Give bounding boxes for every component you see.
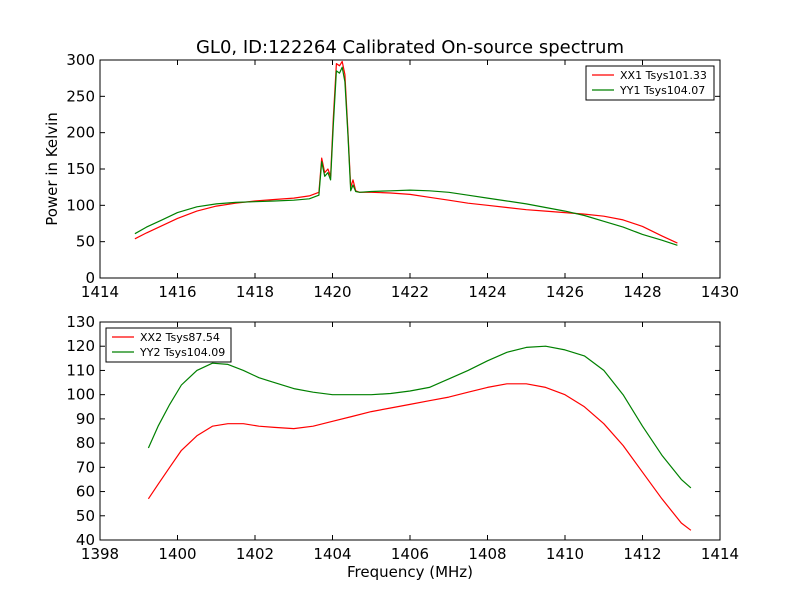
top-legend-label-2: YY1 Tsys104.07 bbox=[619, 84, 705, 97]
top-x-tick-label: 1424 bbox=[468, 283, 506, 301]
bottom-y-tick-label: 70 bbox=[76, 458, 95, 476]
bottom-x-tick-label: 1404 bbox=[313, 545, 351, 563]
top-x-tick-label: 1414 bbox=[81, 283, 119, 301]
top-plot: 1414 1416 1418 1420 1422 1424 1426 1428 1430 0 50 1… bbox=[66, 51, 739, 301]
bottom-y-tick-label: 80 bbox=[76, 434, 95, 452]
bottom-x-axis-label: Frequency (MHz) bbox=[347, 563, 473, 581]
chart-title: GL0, ID:122264 Calibrated On-source spec… bbox=[196, 37, 624, 58]
bottom-x-tick-label: 1412 bbox=[623, 545, 661, 563]
bottom-series-line-2 bbox=[147, 345, 692, 489]
bottom-series-line-1 bbox=[147, 383, 692, 531]
bottom-x-tick-label: 1414 bbox=[701, 545, 739, 563]
top-y-tick-label: 0 bbox=[85, 269, 95, 287]
bottom-x-tick-label: 1406 bbox=[391, 545, 429, 563]
bottom-x-tick-label: 1408 bbox=[468, 545, 506, 563]
bottom-legend-label-1: XX2 Tsys87.54 bbox=[140, 331, 220, 344]
bottom-y-tick-label: 110 bbox=[66, 361, 95, 379]
top-y-tick-label: 50 bbox=[76, 233, 95, 251]
top-y-tick-label: 100 bbox=[66, 196, 95, 214]
top-legend-label-1: XX1 Tsys101.33 bbox=[620, 69, 707, 82]
bottom-x-tick-label: 1410 bbox=[546, 545, 584, 563]
top-x-tick-label: 1428 bbox=[623, 283, 661, 301]
bottom-y-tick-label: 60 bbox=[76, 483, 95, 501]
bottom-legend-box bbox=[105, 327, 232, 363]
bottom-legend-label-2: YY2 Tsys104.09 bbox=[139, 346, 225, 359]
bottom-x-tick-label: 1398 bbox=[81, 545, 119, 563]
top-legend-box bbox=[585, 65, 715, 101]
bottom-legend: XX2 Tsys87.54 YY2 Tsys104.09 bbox=[105, 327, 232, 363]
top-x-tick-label: 1422 bbox=[391, 283, 429, 301]
top-x-tick-label: 1426 bbox=[546, 283, 584, 301]
bottom-y-tick-label: 90 bbox=[76, 410, 95, 428]
bottom-x-tick-label: 1400 bbox=[158, 545, 196, 563]
top-y-axis-label: Power in Kelvin bbox=[43, 112, 61, 226]
bottom-y-tick-label: 130 bbox=[66, 313, 95, 331]
bottom-y-tick-label: 100 bbox=[66, 386, 95, 404]
top-legend: XX1 Tsys101.33 YY1 Tsys104.07 bbox=[585, 65, 715, 101]
top-y-tick-label: 200 bbox=[66, 124, 95, 142]
top-y-tick-label: 150 bbox=[66, 160, 95, 178]
bottom-y-tick-label: 40 bbox=[76, 531, 95, 549]
top-y-tick-label: 250 bbox=[66, 87, 95, 105]
top-series-line-2 bbox=[134, 66, 678, 246]
top-x-tick-label: 1418 bbox=[236, 283, 274, 301]
bottom-x-tick-label: 1402 bbox=[236, 545, 274, 563]
top-y-tick-label: 300 bbox=[66, 51, 95, 69]
top-x-tick-label: 1430 bbox=[701, 283, 739, 301]
top-x-tick-label: 1416 bbox=[158, 283, 196, 301]
top-x-tick-label: 1420 bbox=[313, 283, 351, 301]
bottom-plot: 1398 1400 1402 1404 1406 1408 1410 1412 1414 40 50… bbox=[66, 313, 739, 563]
bottom-y-tick-label: 50 bbox=[76, 507, 95, 525]
bottom-y-tick-label: 120 bbox=[66, 337, 95, 355]
